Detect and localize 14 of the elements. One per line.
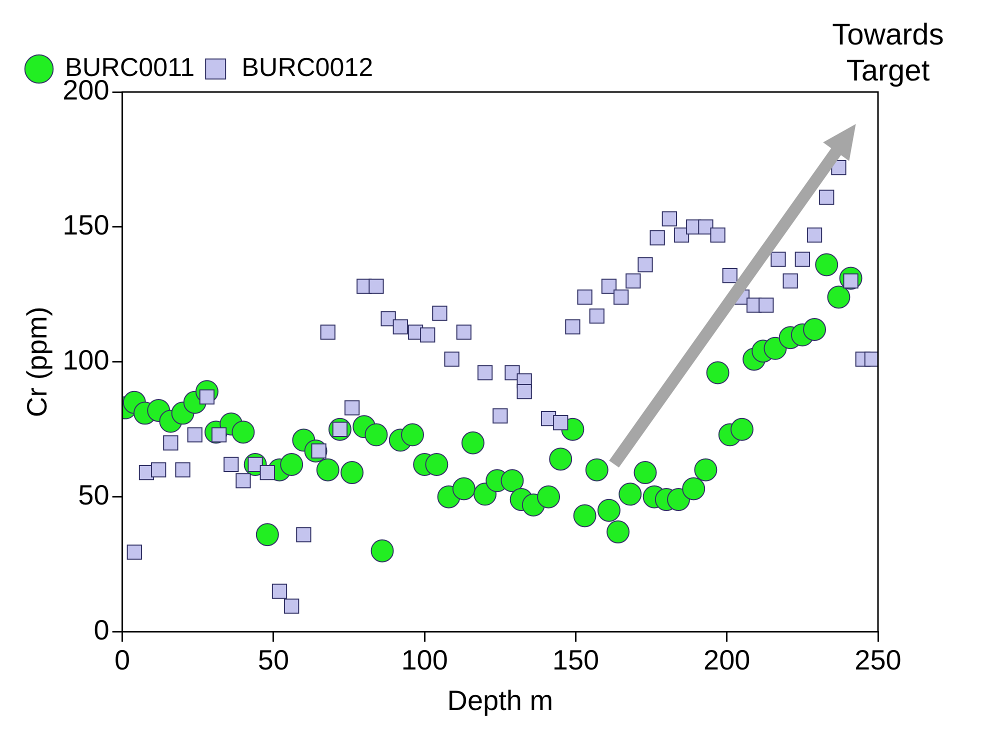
x-tick-label: 150 [552, 644, 600, 676]
legend-label: BURC0012 [242, 52, 374, 82]
y-tick-label: 150 [62, 210, 110, 241]
y-tick-label: 0 [94, 614, 110, 646]
x-tick-label: 250 [854, 644, 902, 676]
y-axis-title: Cr (ppm) [22, 306, 53, 418]
y-tick-label: 50 [78, 480, 110, 511]
x-tick-label: 0 [114, 644, 130, 676]
y-tick-label: 100 [62, 344, 110, 376]
x-tick-label: 200 [704, 644, 750, 676]
text: Towards Target [832, 18, 944, 88]
x-tick-label: 100 [401, 644, 448, 676]
x-tick-label: 50 [258, 644, 290, 676]
x-axis-title: Depth m [447, 684, 554, 716]
